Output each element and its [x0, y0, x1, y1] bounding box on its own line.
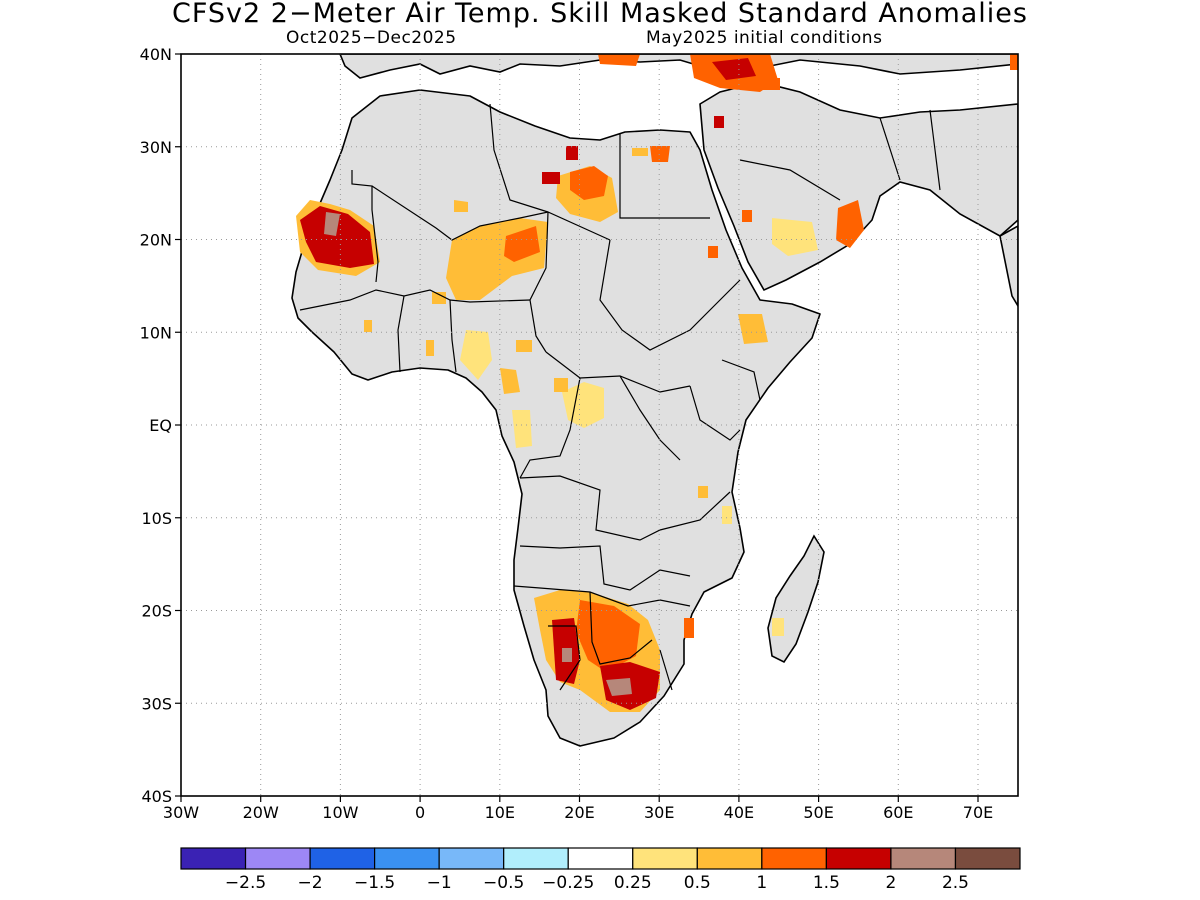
colorbar-swatch	[890, 847, 957, 870]
lon-label: 30W	[163, 803, 199, 822]
colorbar-label: −0.25	[542, 873, 594, 893]
colorbar-label: −1.5	[354, 873, 395, 893]
lat-label: 30S	[141, 694, 172, 713]
lat-label: 20N	[140, 231, 172, 250]
colorbar-label: −0.5	[483, 873, 524, 893]
lon-label: 20W	[243, 803, 279, 822]
africa-land	[291, 89, 821, 747]
lon-label: 30E	[644, 803, 674, 822]
lat-label: 10S	[141, 509, 172, 528]
initial-conditions-label: May2025 initial conditions	[646, 28, 883, 48]
lat-label: 40N	[140, 45, 172, 64]
lon-label: 50E	[803, 803, 833, 822]
colorbar-label: −1	[427, 873, 452, 893]
colorbar-swatch	[503, 847, 569, 870]
colorbar-label: 2	[886, 873, 897, 893]
colorbar-swatch	[374, 847, 440, 870]
map-title: CFSv2 2−Meter Air Temp. Skill Masked Sta…	[172, 0, 1028, 29]
graticule	[181, 54, 1018, 796]
colorbar-label: 0.25	[614, 873, 652, 893]
colorbar-label: 2.5	[942, 873, 969, 893]
lat-label: 20S	[141, 602, 172, 621]
europe-land	[339, 54, 1018, 79]
lon-label: 0	[415, 803, 425, 822]
colorbar-label: 1.5	[813, 873, 840, 893]
lon-label: 10E	[485, 803, 515, 822]
country-borders	[299, 103, 941, 691]
lat-label: EQ	[149, 416, 172, 435]
colorbar-label: 0.5	[684, 873, 711, 893]
colorbar-label: −2.5	[225, 873, 266, 893]
lat-label: 30N	[140, 138, 172, 157]
colorbar: −2.5 −2 −1.5 −1 −0.5 −0.25 0.25 0.5 1 1.5 2 2.5	[180, 847, 1021, 893]
colorbar-swatch	[244, 847, 311, 870]
lat-label: 40S	[141, 787, 172, 806]
colorbar-label: −2	[298, 873, 323, 893]
lon-label: 40E	[724, 803, 754, 822]
colorbar-swatch	[180, 847, 247, 870]
colorbar-swatch	[309, 847, 376, 870]
lon-label: 20E	[564, 803, 594, 822]
colorbar-swatch	[825, 847, 892, 870]
colorbar-swatch	[632, 847, 698, 870]
forecast-period: Oct2025−Dec2025	[286, 28, 457, 48]
lat-label: 10N	[140, 323, 172, 342]
colorbar-swatch	[567, 847, 634, 870]
india-land	[999, 225, 1018, 308]
colorbar-swatch	[954, 847, 1021, 870]
lon-label: 10W	[322, 803, 358, 822]
lon-label: 60E	[883, 803, 913, 822]
colorbar-label: 1	[756, 873, 767, 893]
colorbar-swatch	[696, 847, 763, 870]
colorbar-swatch	[438, 847, 505, 870]
colorbar-swatch	[761, 847, 827, 870]
lon-label: 70E	[963, 803, 993, 822]
